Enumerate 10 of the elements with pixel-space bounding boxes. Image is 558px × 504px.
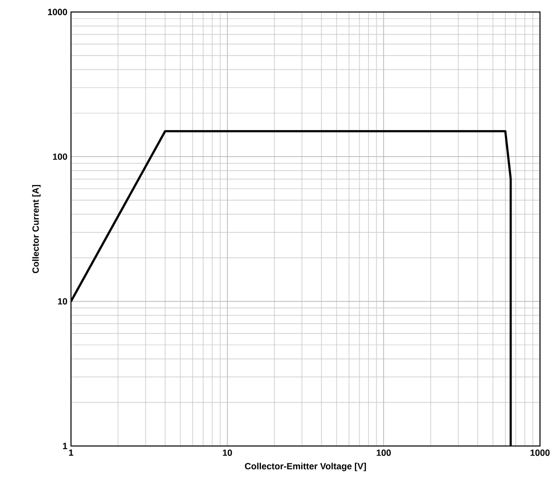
y-axis-title: Collector Current [A]	[32, 185, 41, 274]
x-axis-title: Collector-Emitter Voltage [V]	[244, 462, 366, 472]
x-tick-label: 1	[69, 450, 74, 456]
y-tick-label: 10	[58, 298, 68, 305]
x-tick-label: 1000	[530, 450, 550, 456]
y-tick-label: 1000	[48, 8, 68, 16]
x-tick-label: 10	[222, 450, 232, 456]
y-tick-label: 100	[53, 153, 68, 160]
y-tick-label: 1	[63, 442, 68, 450]
x-tick-label: 100	[376, 450, 391, 456]
